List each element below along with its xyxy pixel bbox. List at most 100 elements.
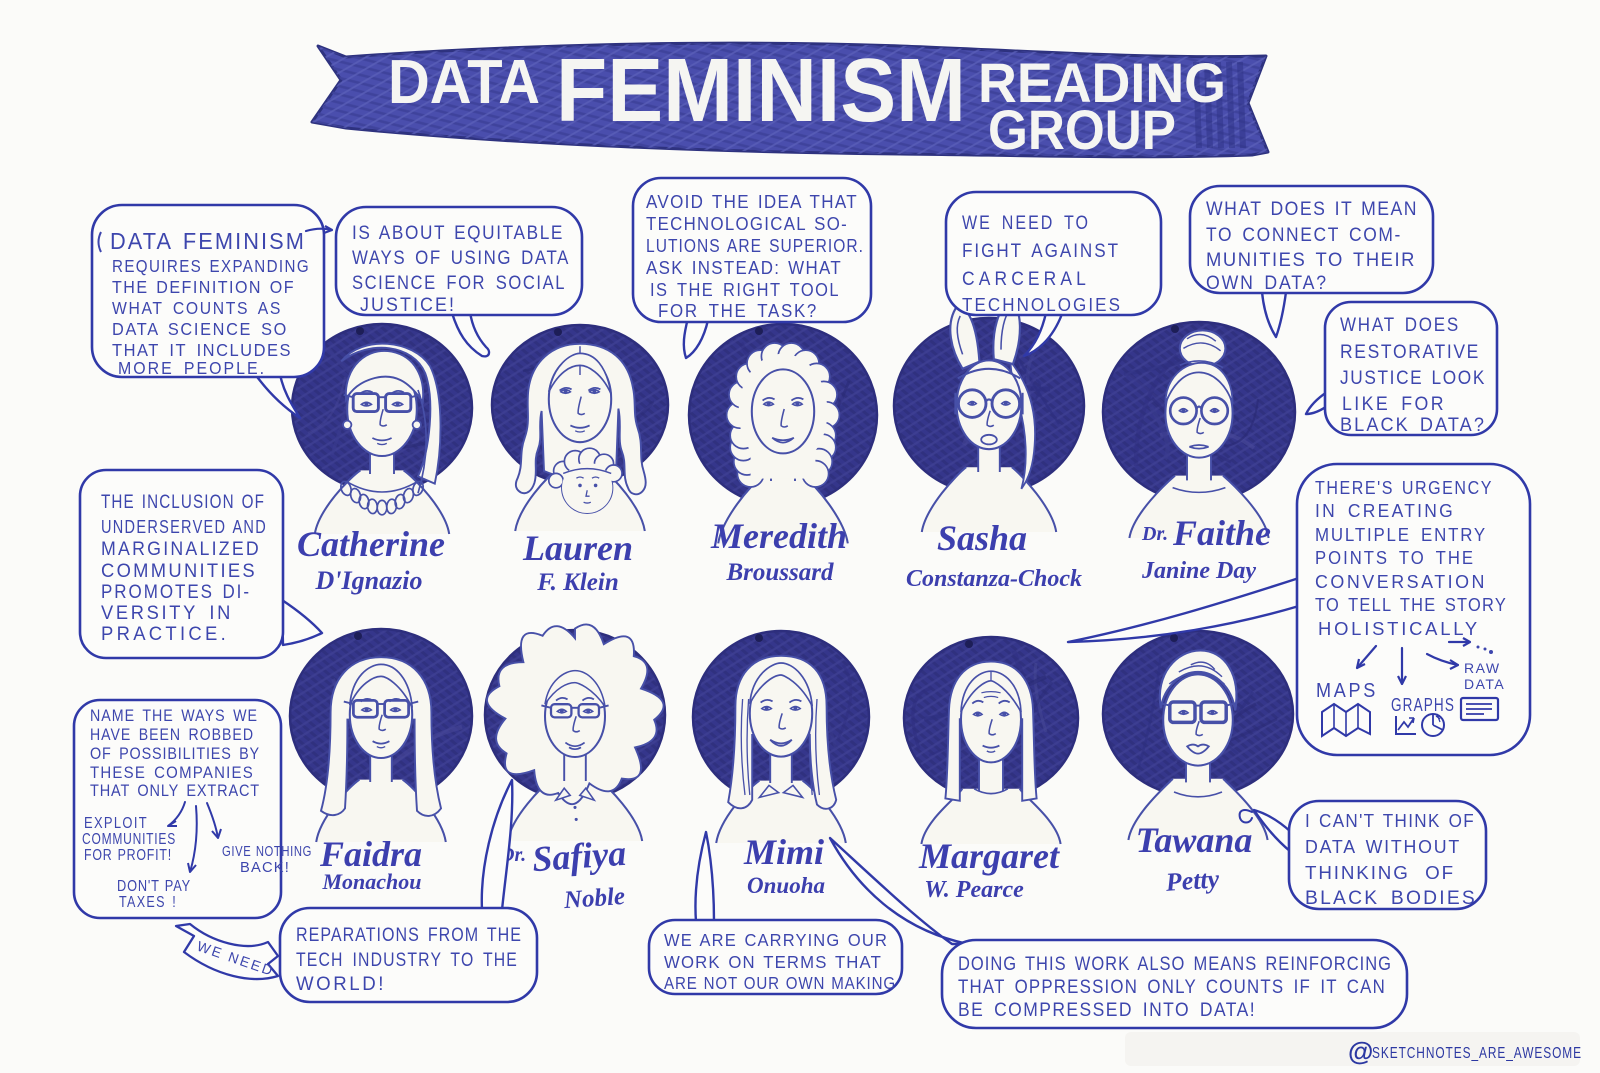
svg-text:WHAT COUNTS AS: WHAT COUNTS AS [112, 298, 282, 318]
svg-text:WE ARE CARRYING OUR: WE ARE CARRYING OUR [664, 930, 888, 950]
svg-text:BLACK DATA?: BLACK DATA? [1340, 415, 1486, 436]
svg-text:WORK ON TERMS THAT: WORK ON TERMS THAT [664, 952, 882, 972]
svg-text:Broussard: Broussard [726, 559, 834, 586]
svg-text:THAT ONLY EXTRACT: THAT ONLY EXTRACT [90, 781, 260, 800]
svg-text:FOR PROFIT!: FOR PROFIT! [84, 847, 172, 864]
svg-text:WHAT DOES: WHAT DOES [1340, 315, 1460, 336]
svg-text:UNDERSERVED AND: UNDERSERVED AND [101, 517, 267, 537]
svg-text:THE INCLUSION OF: THE INCLUSION OF [101, 492, 265, 513]
svg-text:Safiya: Safiya [531, 833, 628, 879]
svg-text:DATA: DATA [1464, 676, 1505, 692]
svg-text:WE NEED TO: WE NEED TO [962, 213, 1090, 234]
svg-text:TO TELL THE STORY: TO TELL THE STORY [1315, 594, 1507, 615]
svg-text:THINKING OF: THINKING OF [1305, 863, 1455, 883]
svg-text:BLACK BODIES: BLACK BODIES [1305, 888, 1477, 909]
svg-text:THE DEFINITION OF: THE DEFINITION OF [112, 277, 295, 297]
svg-text:LUTIONS ARE SUPERIOR.: LUTIONS ARE SUPERIOR. [646, 236, 864, 256]
svg-text:PRACTICE.: PRACTICE. [101, 624, 229, 645]
svg-text:D'Ignazio: D'Ignazio [315, 566, 423, 595]
svg-text:ASK INSTEAD: WHAT: ASK INSTEAD: WHAT [646, 258, 842, 278]
svg-text:OF POSSIBILITIES BY: OF POSSIBILITIES BY [90, 744, 260, 763]
svg-text:WAYS OF USING DATA: WAYS OF USING DATA [352, 248, 570, 269]
svg-text:JUSTICE!: JUSTICE! [360, 295, 456, 316]
svg-text:WHAT DOES IT MEAN: WHAT DOES IT MEAN [1206, 199, 1418, 220]
svg-text:THERE'S URGENCY: THERE'S URGENCY [1315, 477, 1493, 498]
svg-text:MUNITIES TO THEIR: MUNITIES TO THEIR [1206, 250, 1416, 271]
svg-text:ARE NOT OUR OWN MAKING: ARE NOT OUR OWN MAKING [664, 973, 896, 993]
svg-text:COMMUNITIES: COMMUNITIES [82, 831, 176, 848]
svg-text:SCIENCE FOR SOCIAL: SCIENCE FOR SOCIAL [352, 273, 566, 294]
svg-text:DATA WITHOUT: DATA WITHOUT [1305, 837, 1461, 857]
svg-text:MARGINALIZED: MARGINALIZED [101, 539, 261, 560]
svg-text:FEMINISM: FEMINISM [556, 41, 966, 141]
svg-text:CARCERAL: CARCERAL [962, 269, 1090, 290]
svg-text:Petty: Petty [1164, 864, 1221, 897]
svg-text:IN CREATING: IN CREATING [1315, 500, 1455, 521]
svg-text:Meredith: Meredith [710, 516, 847, 556]
svg-text:THAT IT INCLUDES: THAT IT INCLUDES [112, 340, 292, 360]
svg-text:Janine Day: Janine Day [1141, 558, 1256, 584]
svg-text:NAME THE WAYS WE: NAME THE WAYS WE [90, 706, 258, 725]
svg-text:GRAPHS: GRAPHS [1391, 695, 1455, 715]
svg-text:PROMOTES DI-: PROMOTES DI- [101, 582, 251, 603]
svg-text:TAXES !: TAXES ! [119, 894, 177, 911]
svg-text:Mimi: Mimi [743, 832, 824, 872]
svg-text:TECHNOLOGICAL SO-: TECHNOLOGICAL SO- [646, 214, 848, 234]
svg-text:RESTORATIVE: RESTORATIVE [1340, 342, 1480, 363]
svg-text:MORE PEOPLE.: MORE PEOPLE. [118, 358, 266, 378]
svg-text:REQUIRES EXPANDING: REQUIRES EXPANDING [112, 256, 310, 276]
svg-text:JUSTICE LOOK: JUSTICE LOOK [1340, 368, 1486, 389]
svg-text:BACK!: BACK! [240, 859, 290, 876]
svg-text:HOLISTICALLY: HOLISTICALLY [1318, 618, 1480, 639]
svg-text:READING: READING [978, 51, 1226, 114]
svg-text:BE COMPRESSED INTO DATA!: BE COMPRESSED INTO DATA! [958, 999, 1256, 1021]
svg-text:Faidra: Faidra [319, 834, 422, 874]
svg-text:THESE COMPANIES: THESE COMPANIES [90, 763, 254, 782]
svg-text:Catherine: Catherine [297, 524, 445, 564]
svg-text:Faithe: Faithe [1172, 513, 1271, 553]
svg-text:AVOID THE IDEA THAT: AVOID THE IDEA THAT [646, 192, 858, 212]
svg-text:I CAN'T THINK OF: I CAN'T THINK OF [1305, 811, 1475, 831]
svg-text:FIGHT AGAINST: FIGHT AGAINST [962, 241, 1120, 262]
svg-text:DATA SCIENCE SO: DATA SCIENCE SO [112, 319, 288, 339]
svg-text:EXPLOIT: EXPLOIT [84, 815, 148, 832]
svg-text:TECHNOLOGIES: TECHNOLOGIES [962, 295, 1122, 315]
svg-text:REPARATIONS FROM THE: REPARATIONS FROM THE [296, 925, 522, 946]
svg-text:GROUP: GROUP [988, 98, 1176, 161]
svg-text:CONVERSATION: CONVERSATION [1315, 571, 1487, 592]
svg-text:F. Klein: F. Klein [536, 569, 619, 596]
svg-text:Lauren: Lauren [522, 528, 633, 568]
svg-text:Constanza-Chock: Constanza-Chock [906, 566, 1082, 592]
svg-text:IS THE RIGHT TOOL: IS THE RIGHT TOOL [650, 280, 840, 300]
svg-text:DATA FEMINISM: DATA FEMINISM [110, 228, 306, 254]
svg-text:Margaret: Margaret [918, 836, 1060, 876]
svg-text:TECH INDUSTRY TO THE: TECH INDUSTRY TO THE [296, 950, 518, 971]
svg-text:MAPS: MAPS [1316, 680, 1378, 702]
svg-text:SKETCHNOTES_ARE_AWESOME: SKETCHNOTES_ARE_AWESOME [1372, 1045, 1582, 1062]
svg-text:Dr.: Dr. [1141, 523, 1168, 545]
svg-text:Onuoha: Onuoha [747, 873, 825, 898]
svg-text:RAW: RAW [1464, 660, 1501, 676]
svg-text:Monachou: Monachou [321, 869, 421, 894]
svg-text:COMMUNITIES: COMMUNITIES [101, 561, 257, 582]
svg-text:GIVE NOTHING: GIVE NOTHING [222, 843, 312, 860]
svg-text:OWN DATA?: OWN DATA? [1206, 273, 1328, 294]
svg-text:DON'T PAY: DON'T PAY [117, 878, 191, 895]
svg-text:POINTS TO THE: POINTS TO THE [1315, 547, 1475, 568]
svg-text:VERSITY IN: VERSITY IN [101, 603, 233, 624]
svg-text:Tawana: Tawana [1136, 820, 1253, 860]
svg-text:@: @ [1348, 1036, 1373, 1066]
svg-text:DATA: DATA [388, 48, 540, 117]
svg-text:Noble: Noble [562, 883, 626, 914]
svg-text:TO CONNECT COM-: TO CONNECT COM- [1206, 225, 1402, 246]
svg-text:DOING THIS WORK ALSO MEANS REI: DOING THIS WORK ALSO MEANS REINFORCING [958, 953, 1392, 975]
svg-text:W. Pearce: W. Pearce [924, 877, 1024, 903]
svg-text:MULTIPLE ENTRY: MULTIPLE ENTRY [1315, 524, 1487, 545]
svg-text:HAVE BEEN ROBBED: HAVE BEEN ROBBED [90, 725, 254, 744]
svg-text:THAT OPPRESSION ONLY COUNTS IF: THAT OPPRESSION ONLY COUNTS IF IT CAN [958, 976, 1386, 998]
svg-text:WORLD!: WORLD! [296, 974, 386, 995]
svg-text:Sasha: Sasha [937, 518, 1027, 558]
svg-text:FOR THE TASK?: FOR THE TASK? [658, 301, 818, 321]
svg-text:IS ABOUT EQUITABLE: IS ABOUT EQUITABLE [352, 223, 564, 244]
svg-text:LIKE FOR: LIKE FOR [1342, 394, 1446, 415]
